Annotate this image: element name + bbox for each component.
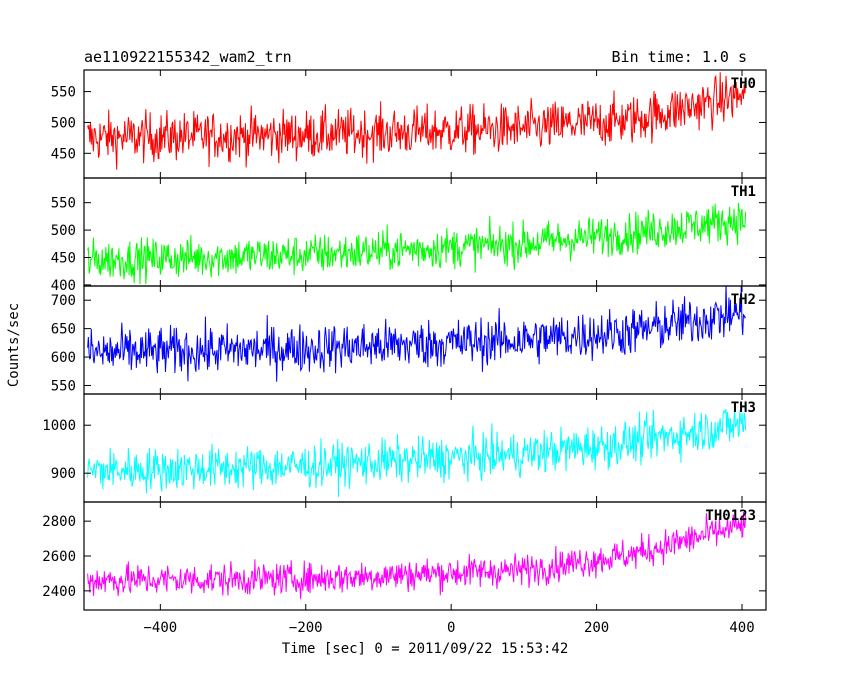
x-tick-label: −400	[143, 620, 177, 636]
y-tick-label: 500	[51, 115, 76, 131]
x-tick-label: 0	[447, 620, 455, 636]
y-tick-label: 450	[51, 250, 76, 266]
panel-label: TH0	[731, 76, 756, 92]
panel-th1: 400 450 500 550 TH1	[51, 177, 767, 294]
y-tick-label: 1000	[42, 418, 76, 434]
y-tick-label: 900	[51, 466, 76, 482]
y-tick-label: 550	[51, 378, 76, 394]
y-tick-label: 400	[51, 278, 76, 294]
panel-label: TH1	[731, 184, 756, 200]
y-tick-label: 450	[51, 146, 76, 162]
panel-th3: 900 1000 TH3	[42, 393, 767, 503]
y-tick-label: 2400	[42, 584, 76, 600]
y-tick-label: 550	[51, 196, 76, 212]
panel-th0: 450 500 550 TH0	[51, 69, 767, 179]
panels-group: 450 500 550 TH0 400 450 500 550 TH1 550 600 650 700 T…	[42, 69, 767, 611]
series-line-th1	[87, 202, 747, 285]
x-tick-label: 200	[584, 620, 609, 636]
y-tick-label: 2800	[42, 514, 76, 530]
series-line-th2	[87, 286, 747, 382]
panel-th0123: 2400 2600 2800 TH0123	[42, 501, 767, 611]
x-tick-label: 400	[729, 620, 754, 636]
series-line-th0123	[87, 510, 747, 600]
panel-label: TH3	[731, 400, 756, 416]
x-axis-label: Time [sec] 0 = 2011/09/22 15:53:42	[282, 641, 569, 657]
y-tick-label: 500	[51, 223, 76, 239]
y-tick-label: 700	[51, 293, 76, 309]
bin-time-label: Bin time: 1.0 s	[612, 48, 747, 66]
series-line-th3	[87, 408, 747, 497]
y-tick-label: 2600	[42, 549, 76, 565]
x-tick-label: −200	[289, 620, 323, 636]
y-tick-label: 600	[51, 350, 76, 366]
chart-title: ae110922155342_wam2_trn	[84, 48, 292, 66]
series-line-th0	[87, 72, 747, 170]
panel-label: TH2	[731, 292, 756, 308]
y-tick-label: 650	[51, 322, 76, 338]
panel-label: TH0123	[705, 508, 756, 524]
panel-th2: 550 600 650 700 TH2	[51, 285, 767, 395]
y-tick-label: 550	[51, 85, 76, 101]
y-axis-label: Counts/sec	[6, 303, 22, 387]
x-axis: −400 −200 0 200 400	[143, 620, 754, 636]
